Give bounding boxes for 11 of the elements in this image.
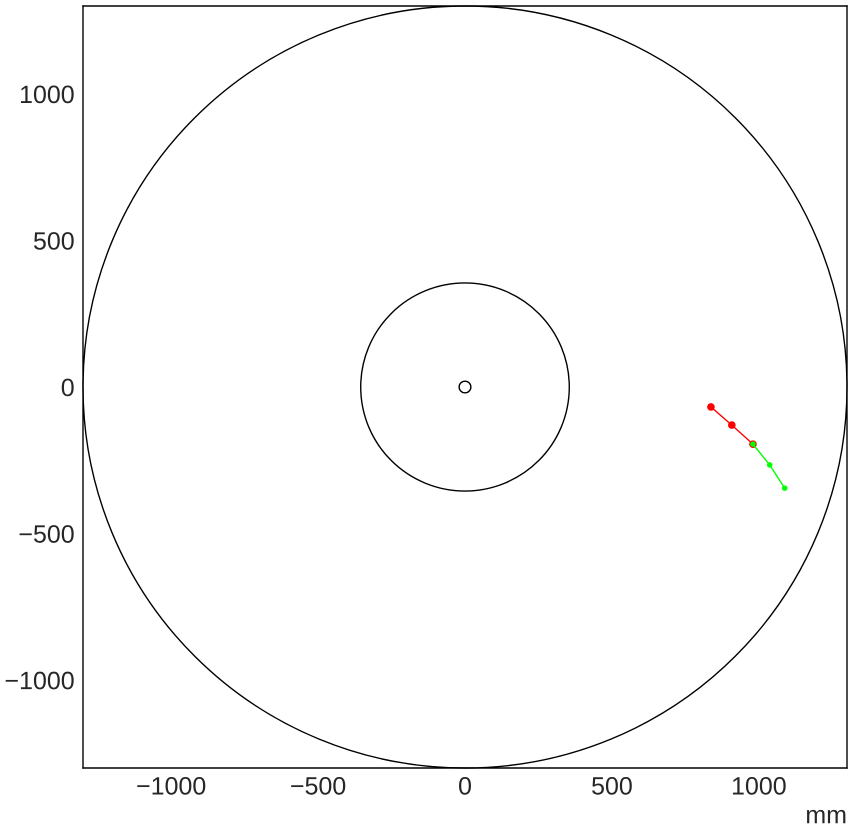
x-axis-title: mm bbox=[807, 810, 846, 824]
y-tick-label: −500 bbox=[20, 525, 74, 543]
x-tick-label: 500 bbox=[592, 776, 632, 795]
x-tick-label: 1000 bbox=[732, 776, 786, 795]
y-tick-label: 500 bbox=[34, 232, 74, 250]
y-tick-label: 1000 bbox=[20, 86, 74, 104]
y-tick-label: 0 bbox=[62, 378, 74, 396]
x-tick-label: −500 bbox=[291, 776, 346, 795]
y-tick-label: −1000 bbox=[6, 672, 74, 690]
x-tick-label: 0 bbox=[459, 776, 471, 795]
x-tick-label: −1000 bbox=[137, 776, 206, 795]
